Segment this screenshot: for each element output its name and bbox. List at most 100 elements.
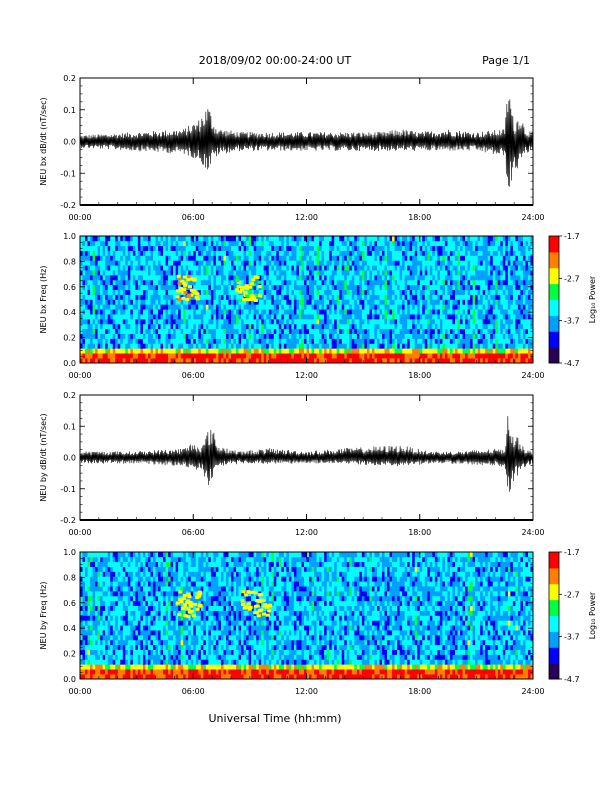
spectrogram-cell xyxy=(198,275,202,281)
spectrogram-cell xyxy=(424,294,428,300)
spectrogram-cell xyxy=(371,284,375,291)
spectrogram-cell xyxy=(258,309,262,315)
spectrogram-cell xyxy=(314,240,317,247)
spectrogram-cell xyxy=(236,348,239,354)
spectrogram-cell xyxy=(442,314,446,320)
spectrogram-cell xyxy=(296,323,300,330)
spectrogram-cell xyxy=(306,323,310,330)
spectrogram-cell xyxy=(487,250,491,256)
spectrogram-cell xyxy=(301,260,305,266)
spectrogram-cell xyxy=(127,265,131,271)
spectrogram-cell xyxy=(414,353,418,359)
spectrogram-cell xyxy=(331,245,335,251)
spectrogram-cell xyxy=(326,358,330,364)
spectrogram-cell xyxy=(520,275,524,281)
spectrogram-cell xyxy=(522,358,526,364)
spectrogram-cell xyxy=(107,240,111,247)
spectrogram-cell xyxy=(110,279,114,286)
spectrogram-cell xyxy=(472,245,476,251)
spectrogram-cell xyxy=(475,309,478,315)
spectrogram-cell xyxy=(193,319,197,325)
spectrogram-cell xyxy=(97,319,101,325)
spectrogram-cell xyxy=(334,319,337,325)
spectrogram-cell xyxy=(253,304,257,310)
spectrogram-cell xyxy=(490,289,494,295)
spectrogram-cell xyxy=(379,275,383,281)
spectrogram-cell xyxy=(371,275,375,281)
spectrogram-cell xyxy=(218,353,222,359)
spectrogram-cell xyxy=(190,338,194,344)
spectrogram-cell xyxy=(480,309,483,315)
spectrogram-cell xyxy=(382,319,385,325)
spectrogram-cell xyxy=(404,299,408,305)
spectrogram-cell xyxy=(286,245,290,251)
spectrogram-cell xyxy=(392,284,395,291)
spectrogram-cell xyxy=(507,255,511,261)
spectrogram-cell xyxy=(117,289,121,295)
spectrogram-cell xyxy=(85,294,88,300)
spectrogram-cell xyxy=(454,348,458,354)
spectrogram-cell xyxy=(198,353,202,359)
spectrogram-cell xyxy=(424,319,428,325)
spectrogram-cell xyxy=(356,255,360,261)
spectrogram-cell xyxy=(422,240,426,247)
spectrogram-cell xyxy=(447,284,451,291)
spectrogram-cell xyxy=(470,250,473,256)
spectrogram-cell xyxy=(321,260,325,266)
spectrogram-cell xyxy=(145,265,149,271)
spectrogram-cell xyxy=(402,265,405,271)
spectrogram-cell xyxy=(460,260,463,266)
spectrogram-cell xyxy=(268,343,272,349)
spectrogram-cell xyxy=(248,275,252,281)
spectrogram-cell xyxy=(512,245,516,251)
spectrogram-cell xyxy=(490,279,494,286)
spectrogram-cell xyxy=(140,255,144,261)
spectrogram-cell xyxy=(142,255,146,261)
spectrogram-cell xyxy=(502,323,506,330)
spectrogram-cell xyxy=(288,236,292,242)
spectrogram-cell xyxy=(115,236,119,242)
spectrogram-cell xyxy=(437,245,441,251)
spectrogram-cell xyxy=(477,289,481,295)
spectrogram-cell xyxy=(439,328,443,334)
spectrogram-cell xyxy=(485,333,488,339)
spectrogram-cell xyxy=(394,333,398,339)
spectrogram-cell xyxy=(296,260,300,266)
spectrogram-cell xyxy=(248,270,252,276)
spectrogram-cell xyxy=(225,328,229,334)
spectrogram-cell xyxy=(286,270,290,276)
spectrogram-cell xyxy=(248,323,252,330)
spectrogram-cell xyxy=(273,299,277,305)
spectrogram-cell xyxy=(520,319,524,325)
spectrogram-cell xyxy=(80,289,83,295)
spectrogram-cell xyxy=(409,294,413,300)
spectrogram-cell xyxy=(399,343,403,349)
spectrogram-cell xyxy=(190,294,194,300)
spectrogram-cell xyxy=(228,240,232,247)
spectrogram-cell xyxy=(492,245,496,251)
spectrogram-cell xyxy=(522,309,526,315)
spectrogram-cell xyxy=(452,299,456,305)
spectrogram-cell xyxy=(178,265,181,271)
spectrogram-cell xyxy=(130,333,134,339)
spectrogram-cell xyxy=(432,284,436,291)
spectrogram-cell xyxy=(228,338,232,344)
spectrogram-cell xyxy=(510,270,514,276)
spectrogram-cell xyxy=(472,314,476,320)
spectrogram-cell xyxy=(263,299,267,305)
spectrogram-cell xyxy=(233,279,237,286)
spectrogram-cell xyxy=(495,299,499,305)
spectrogram-cell xyxy=(366,358,370,364)
colorbar-frame xyxy=(548,235,560,364)
spectrogram-cell xyxy=(364,279,368,286)
spectrogram-cell xyxy=(251,275,254,281)
spectrogram-cell xyxy=(409,284,413,291)
spectrogram-cell xyxy=(346,338,350,344)
spectrogram-cell xyxy=(414,323,418,330)
spectrogram-cell xyxy=(487,279,491,286)
spectrogram-cell xyxy=(220,245,224,251)
spectrogram-cell xyxy=(273,294,277,300)
spectrogram-cell xyxy=(253,338,257,344)
spectrogram-cell xyxy=(281,299,285,305)
spectrogram-cell xyxy=(87,294,91,300)
